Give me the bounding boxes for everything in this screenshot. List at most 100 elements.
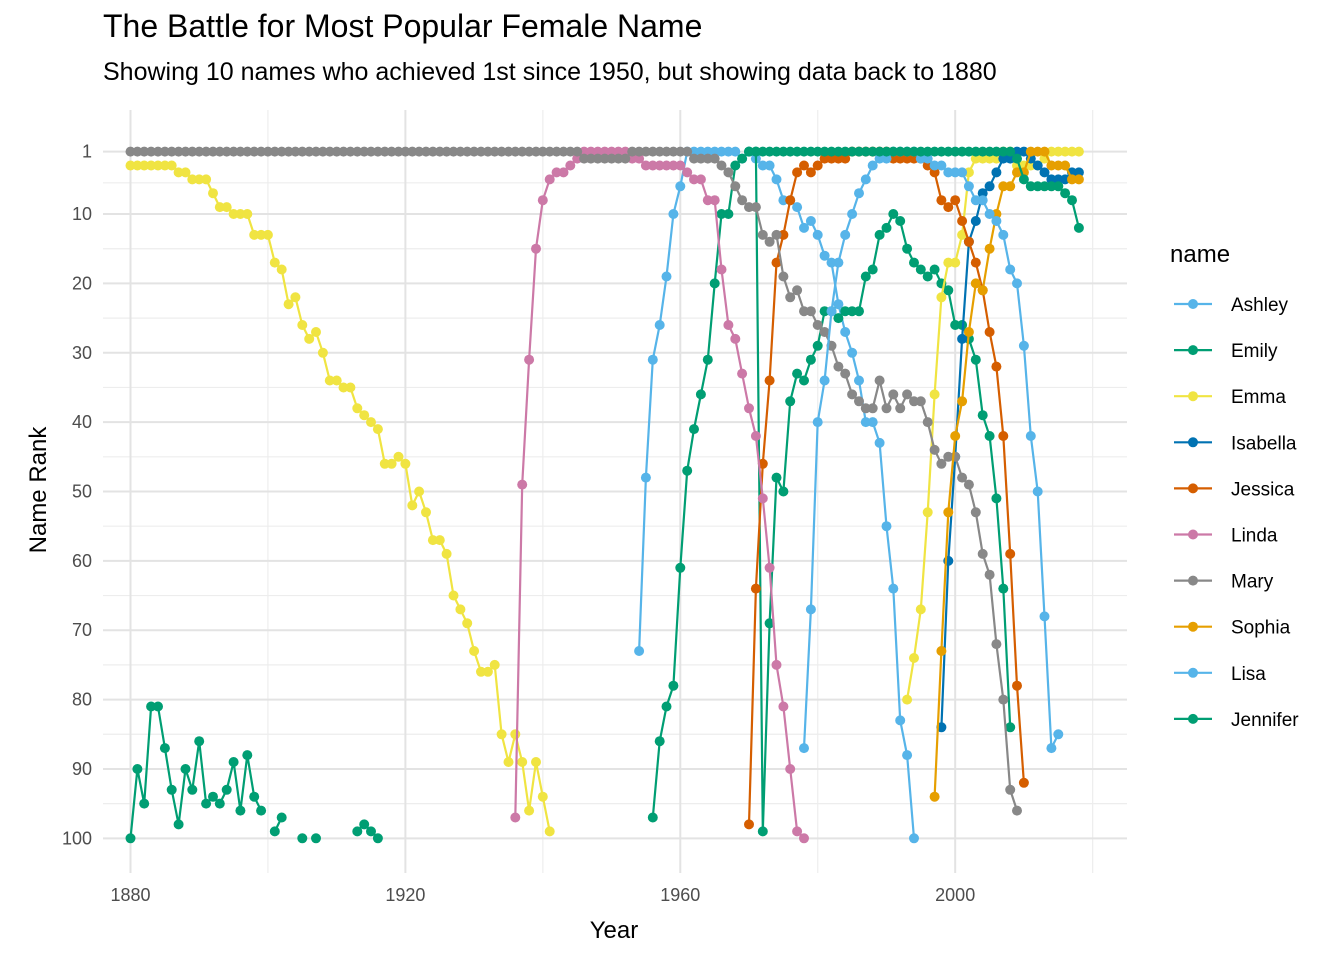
data-point-mary bbox=[544, 146, 555, 157]
series-emma bbox=[125, 146, 1084, 837]
data-point-mary bbox=[723, 167, 734, 178]
data-point-mary bbox=[1012, 805, 1022, 816]
data-point-jessica bbox=[929, 167, 940, 178]
data-point-mary bbox=[922, 417, 933, 428]
data-point-jessica bbox=[799, 160, 809, 171]
data-point-jennifer bbox=[819, 146, 830, 157]
data-point-linda bbox=[764, 562, 775, 573]
data-point-emma bbox=[441, 548, 452, 559]
data-point-mary bbox=[565, 146, 576, 157]
data-point-jessica bbox=[902, 153, 913, 164]
legend-label: Jessica bbox=[1231, 479, 1295, 500]
data-point-mary bbox=[476, 146, 486, 157]
data-point-lisa bbox=[833, 257, 844, 268]
data-point-mary bbox=[943, 451, 954, 462]
data-point-emma bbox=[1025, 160, 1036, 171]
data-point-mary bbox=[902, 389, 913, 400]
data-point-lisa bbox=[840, 229, 851, 240]
data-point-isabella bbox=[1073, 167, 1084, 178]
data-point-emma bbox=[393, 451, 404, 462]
data-point-linda bbox=[510, 812, 521, 823]
data-point-linda bbox=[634, 153, 645, 164]
data-point-emily bbox=[730, 160, 741, 171]
data-point-jennifer bbox=[867, 146, 878, 157]
data-point-mary bbox=[201, 146, 212, 157]
series-line-jessica bbox=[747, 150, 1025, 825]
data-point-jennifer bbox=[826, 146, 837, 157]
data-point-mary bbox=[338, 146, 349, 157]
data-point-emma bbox=[187, 174, 198, 185]
data-point-emily bbox=[139, 798, 150, 809]
data-point-mary bbox=[317, 146, 328, 157]
data-point-mary bbox=[709, 153, 720, 164]
data-point-lisa bbox=[998, 229, 1009, 240]
data-point-linda bbox=[544, 174, 555, 185]
data-point-mary bbox=[640, 146, 651, 157]
data-point-emma bbox=[297, 320, 308, 330]
data-point-emma bbox=[434, 535, 445, 546]
data-point-mary bbox=[847, 389, 858, 400]
data-point-mary bbox=[627, 146, 638, 157]
data-point-mary bbox=[187, 146, 198, 157]
data-point-jennifer bbox=[943, 146, 954, 157]
data-point-emily bbox=[757, 826, 768, 837]
data-point-linda bbox=[599, 146, 610, 157]
data-point-linda bbox=[613, 146, 624, 157]
data-point-jennifer bbox=[750, 146, 761, 157]
data-point-mary bbox=[276, 146, 287, 157]
data-point-emma bbox=[902, 694, 913, 705]
legend-item-linda: Linda bbox=[1174, 526, 1278, 547]
data-point-jessica bbox=[984, 327, 995, 337]
data-point-linda bbox=[551, 167, 562, 178]
data-point-emily bbox=[778, 486, 789, 497]
data-point-emily bbox=[984, 431, 995, 441]
data-point-lisa bbox=[915, 153, 926, 164]
data-point-mary bbox=[551, 146, 562, 157]
data-point-isabella bbox=[977, 188, 988, 199]
data-point-jennifer bbox=[812, 146, 823, 157]
data-point-linda bbox=[627, 153, 638, 164]
data-point-linda bbox=[757, 493, 768, 504]
data-point-emma bbox=[366, 417, 376, 428]
legend-item-ashley: Ashley bbox=[1174, 295, 1289, 316]
data-point-lisa bbox=[881, 153, 892, 164]
x-tick-label: 1880 bbox=[110, 885, 150, 905]
data-point-emily bbox=[256, 805, 267, 816]
data-point-emily bbox=[991, 493, 1002, 504]
data-point-mary bbox=[414, 146, 425, 157]
data-point-mary bbox=[297, 146, 308, 157]
legend-label: Emma bbox=[1231, 387, 1286, 408]
data-point-emma bbox=[235, 209, 246, 219]
data-point-mary bbox=[599, 153, 610, 164]
data-point-linda bbox=[771, 659, 782, 670]
data-point-emma bbox=[125, 160, 136, 171]
data-point-ashley bbox=[723, 146, 734, 157]
data-point-mary bbox=[957, 472, 968, 483]
data-point-linda bbox=[799, 833, 809, 844]
data-point-linda bbox=[558, 167, 569, 178]
series-emily bbox=[125, 146, 1016, 844]
data-point-emily bbox=[269, 826, 280, 837]
data-point-emily bbox=[819, 306, 830, 317]
data-point-mary bbox=[695, 153, 706, 164]
data-point-jessica bbox=[991, 361, 1002, 372]
data-point-emma bbox=[194, 174, 205, 185]
data-point-lisa bbox=[1012, 278, 1022, 289]
data-point-emily bbox=[929, 264, 940, 275]
data-point-emma bbox=[496, 729, 507, 740]
data-point-ashley bbox=[812, 229, 823, 240]
data-point-mary bbox=[860, 403, 871, 414]
y-tick-label: 50 bbox=[72, 482, 92, 502]
data-point-emma bbox=[489, 659, 500, 670]
data-point-mary bbox=[792, 285, 803, 296]
data-point-emily bbox=[833, 313, 844, 324]
data-point-emma bbox=[221, 202, 232, 213]
legend-key-point bbox=[1188, 575, 1198, 586]
data-point-isabella bbox=[1046, 174, 1057, 185]
legend-title: name bbox=[1170, 241, 1230, 268]
data-point-lisa bbox=[1053, 729, 1064, 740]
data-point-emily bbox=[366, 826, 376, 837]
data-point-ashley bbox=[840, 327, 851, 337]
data-point-jennifer bbox=[936, 146, 947, 157]
data-point-sophia bbox=[1073, 174, 1084, 185]
